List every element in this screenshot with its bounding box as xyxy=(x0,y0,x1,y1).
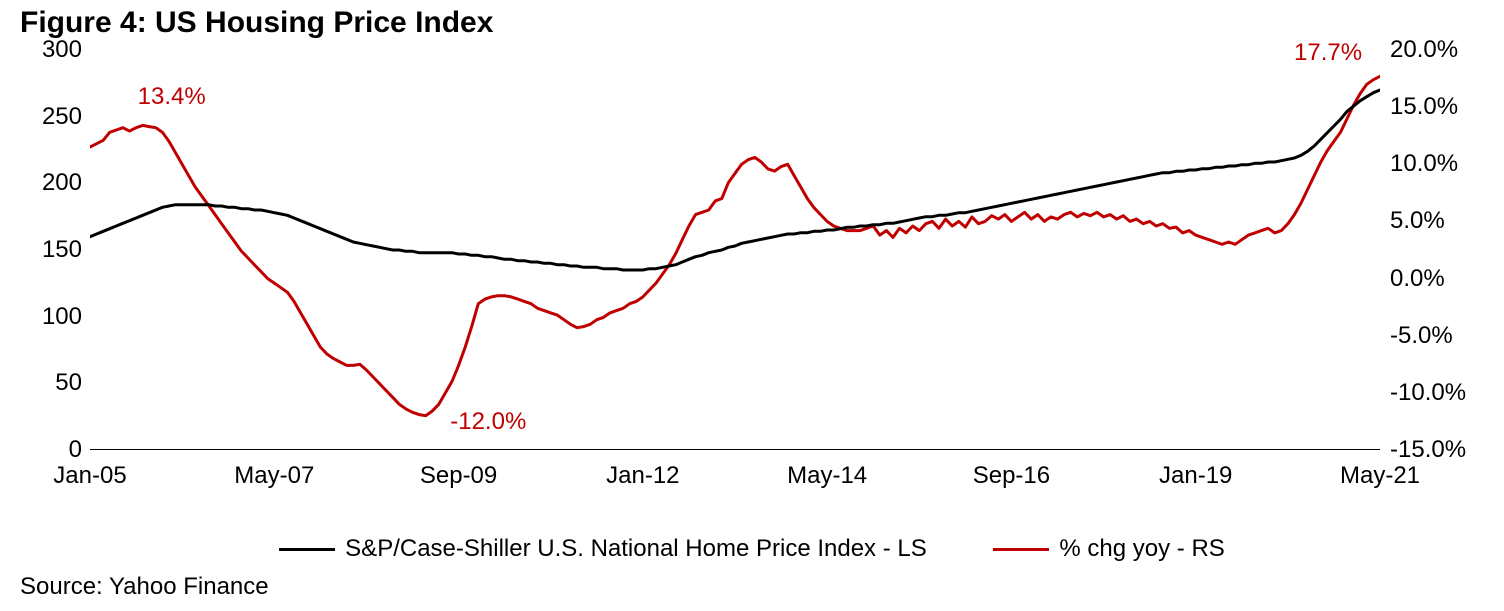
legend-swatch-index xyxy=(279,548,335,551)
y-left-tick-label: 0 xyxy=(69,436,82,464)
y-left-tick-label: 300 xyxy=(42,36,82,64)
x-tick-label: Jan-12 xyxy=(598,462,688,490)
chart-svg xyxy=(90,50,1380,450)
y-right-tick-label: 0.0% xyxy=(1390,265,1445,293)
y-left-tick-label: 100 xyxy=(42,303,82,331)
y-left-tick-label: 150 xyxy=(42,236,82,264)
legend-label-yoy: % chg yoy - RS xyxy=(1059,535,1224,563)
y-right-tick-label: -15.0% xyxy=(1390,436,1466,464)
y-right-tick-label: 5.0% xyxy=(1390,207,1445,235)
x-tick-label: Jan-19 xyxy=(1151,462,1241,490)
x-tick-label: Jan-05 xyxy=(45,462,135,490)
chart-plot-area xyxy=(90,50,1380,450)
figure-source: Source: Yahoo Finance xyxy=(20,573,269,601)
x-tick-label: Sep-09 xyxy=(414,462,504,490)
chart-annotation: 17.7% xyxy=(1294,39,1362,67)
y-right-tick-label: 15.0% xyxy=(1390,93,1458,121)
x-tick-label: Sep-16 xyxy=(966,462,1056,490)
y-left-tick-label: 250 xyxy=(42,103,82,131)
chart-legend: S&P/Case-Shiller U.S. National Home Pric… xyxy=(0,530,1504,564)
chart-annotation: 13.4% xyxy=(138,83,206,111)
legend-label-index: S&P/Case-Shiller U.S. National Home Pric… xyxy=(345,535,927,563)
figure-title: Figure 4: US Housing Price Index xyxy=(20,6,493,40)
y-left-tick-label: 200 xyxy=(42,169,82,197)
chart-annotation: -12.0% xyxy=(450,408,526,436)
y-right-tick-label: -10.0% xyxy=(1390,379,1466,407)
y-right-tick-label: 10.0% xyxy=(1390,150,1458,178)
x-tick-label: May-07 xyxy=(229,462,319,490)
legend-item-yoy: % chg yoy - RS xyxy=(993,535,1224,563)
x-tick-label: May-14 xyxy=(782,462,872,490)
legend-swatch-yoy xyxy=(993,548,1049,551)
x-tick-label: May-21 xyxy=(1335,462,1425,490)
y-right-tick-label: 20.0% xyxy=(1390,36,1458,64)
y-left-tick-label: 50 xyxy=(55,369,82,397)
figure-container: Figure 4: US Housing Price Index 0 50 100 1… xyxy=(0,0,1504,611)
legend-item-index: S&P/Case-Shiller U.S. National Home Pric… xyxy=(279,535,927,563)
y-right-tick-label: -5.0% xyxy=(1390,322,1453,350)
